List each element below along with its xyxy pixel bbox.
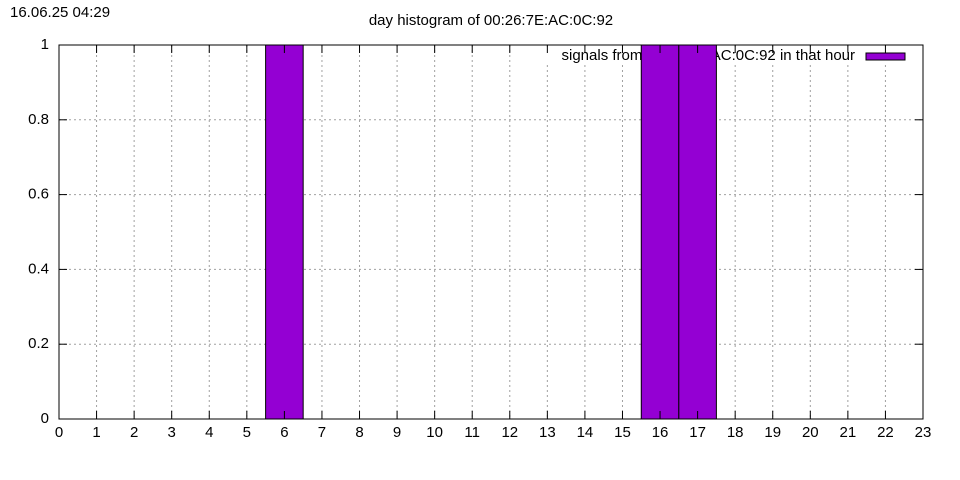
x-tick-label: 21 [840,424,857,441]
x-tick-label: 20 [802,424,819,441]
ticks: 00.20.40.60.810 1 2 3 4 5 6 7 8 9 10 11 12 13 14 15 16 17… [28,36,931,441]
y-tick-label: 0.4 [28,260,49,277]
legend-bg [530,47,912,65]
bar [265,45,304,419]
bar [640,45,680,419]
x-tick-label: 23 [915,424,932,441]
x-tick-label: 6 [280,424,288,441]
bar [678,45,717,419]
x-tick-label: 16 [652,424,669,441]
x-tick-label: 9 [393,424,401,441]
chart-title: day histogram of 00:26:7E:AC:0C:92 [369,12,613,29]
grid [58,44,924,420]
x-tick-label: 13 [539,424,556,441]
x-tick-label: 10 [426,424,443,441]
timestamp: 16.06.25 04:29 [10,4,110,21]
x-tick-label: 8 [355,424,363,441]
y-tick-label: 0.2 [28,335,49,352]
y-tick-label: 0 [41,410,49,427]
x-tick-label: 18 [727,424,744,441]
x-tick-label: 7 [318,424,326,441]
x-tick-label: 0 [55,424,63,441]
x-tick-label: 11 [464,424,480,441]
x-tick-label: 5 [243,424,251,441]
x-tick-label: 15 [614,424,631,441]
x-tick-label: 3 [168,424,176,441]
x-tick-label: 12 [501,424,518,441]
y-tick-label: 0.8 [28,111,49,128]
y-tick-label: 1 [41,36,49,53]
legend: signals from 00:26:7E:AC:0C:92 in that h… [530,47,912,65]
x-tick-label: 2 [130,424,138,441]
x-tick-label: 14 [577,424,594,441]
x-tick-label: 19 [764,424,781,441]
plot-border [58,44,924,420]
x-tick-label: 1 [92,424,100,441]
x-tick-label: 22 [877,424,894,441]
x-tick-label: 17 [689,424,706,441]
bars [265,45,717,419]
x-tick-label: 4 [205,424,213,441]
legend-swatch [865,52,906,61]
y-tick-label: 0.6 [28,186,49,203]
